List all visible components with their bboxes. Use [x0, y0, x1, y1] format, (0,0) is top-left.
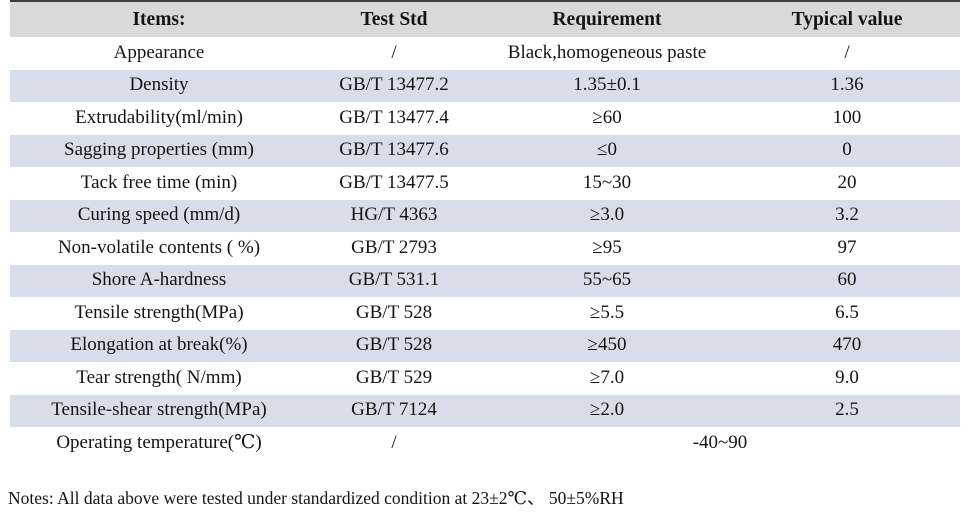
spec-table: Items: Test Std Requirement Typical valu… — [10, 0, 960, 460]
cell-typical: 0 — [842, 139, 852, 161]
table-row: Tensile-shear strength(MPa) GB/T 7124 ≥2… — [10, 394, 960, 427]
table-row: Curing speed (mm/d) HG/T 4363 ≥3.0 3.2 — [10, 199, 960, 232]
cell-item: Density — [129, 74, 189, 96]
table-row: Tack free time (min) GB/T 13477.5 15~30 … — [10, 167, 960, 200]
table-row: Elongation at break(%) GB/T 528 ≥450 470 — [10, 329, 960, 362]
cell-requirement: 55~65 — [582, 269, 632, 291]
cell-typical: 100 — [832, 106, 862, 128]
cell-item: Elongation at break(%) — [70, 334, 248, 356]
notes-text: Notes: All data above were tested under … — [8, 488, 624, 508]
cell-typical: 1.36 — [830, 74, 864, 96]
cell-test-std: GB/T 7124 — [351, 399, 437, 421]
cell-test-std: / — [391, 431, 397, 453]
cell-typical: 9.0 — [835, 366, 859, 388]
cell-typical: 97 — [837, 236, 857, 258]
cell-typical: 3.2 — [835, 204, 859, 226]
cell-item: Tear strength( N/mm) — [76, 366, 242, 388]
cell-requirement: ≥95 — [592, 236, 622, 258]
cell-requirement: 1.35±0.1 — [573, 74, 641, 96]
cell-typical: 60 — [837, 269, 857, 291]
header-typical-value: Typical value — [791, 8, 903, 30]
cell-item: Tensile strength(MPa) — [74, 301, 244, 323]
header-requirement: Requirement — [552, 8, 662, 30]
cell-test-std: GB/T 13477.2 — [339, 74, 449, 96]
cell-test-std: GB/T 531.1 — [348, 269, 440, 291]
header-items: Items: — [132, 8, 186, 30]
cell-test-std: GB/T 528 — [355, 334, 433, 356]
cell-item: Extrudability(ml/min) — [75, 106, 243, 128]
cell-test-std: GB/T 13477.6 — [339, 139, 449, 161]
cell-test-std: GB/T 528 — [355, 301, 433, 323]
cell-requirement: Black,homogeneous paste — [507, 41, 707, 63]
cell-test-std: GB/T 13477.5 — [339, 171, 449, 193]
table-row: Sagging properties (mm) GB/T 13477.6 ≤0 … — [10, 134, 960, 167]
cell-typical: / — [844, 41, 850, 63]
cell-item: Shore A-hardness — [91, 269, 227, 291]
cell-item: Curing speed (mm/d) — [77, 204, 241, 226]
cell-typical: 20 — [837, 171, 857, 193]
cell-item: Non-volatile contents ( %) — [57, 236, 261, 258]
table-row: Appearance / Black,homogeneous paste / — [10, 37, 960, 70]
cell-requirement: ≤0 — [597, 139, 617, 161]
table-row: Extrudability(ml/min) GB/T 13477.4 ≥60 1… — [10, 102, 960, 135]
cell-typical: 470 — [832, 334, 862, 356]
table-row: Tear strength( N/mm) GB/T 529 ≥7.0 9.0 — [10, 362, 960, 395]
header-test-std: Test Std — [360, 8, 428, 30]
table-row: Non-volatile contents ( %) GB/T 2793 ≥95… — [10, 232, 960, 265]
cell-item: Tack free time (min) — [80, 171, 238, 193]
table-row: Tensile strength(MPa) GB/T 528 ≥5.5 6.5 — [10, 297, 960, 330]
cell-requirement: ≥2.0 — [589, 399, 625, 421]
cell-test-std: GB/T 13477.4 — [339, 106, 449, 128]
cell-requirement: 15~30 — [582, 171, 632, 193]
cell-item: Sagging properties (mm) — [64, 139, 254, 161]
header-row: Items: Test Std Requirement Typical valu… — [10, 1, 960, 37]
cell-typical: 2.5 — [835, 399, 859, 421]
table-row: Shore A-hardness GB/T 531.1 55~65 60 — [10, 264, 960, 297]
cell-item: Tensile-shear strength(MPa) — [51, 399, 267, 421]
cell-test-std: HG/T 4363 — [350, 204, 438, 226]
cell-item: Operating temperature(℃) — [56, 431, 262, 453]
table-row: Operating temperature(℃) / -40~90 — [10, 427, 960, 460]
cell-requirement: ≥450 — [587, 334, 627, 356]
cell-test-std: GB/T 529 — [355, 366, 433, 388]
cell-requirement-merged: -40~90 — [692, 431, 748, 453]
cell-test-std: GB/T 2793 — [351, 236, 437, 258]
table-row: Density GB/T 13477.2 1.35±0.1 1.36 — [10, 69, 960, 102]
cell-test-std: / — [391, 41, 397, 63]
cell-requirement: ≥5.5 — [589, 301, 625, 323]
cell-typical: 6.5 — [835, 301, 859, 323]
cell-requirement: ≥60 — [592, 106, 622, 128]
cell-requirement: ≥7.0 — [589, 366, 625, 388]
cell-requirement: ≥3.0 — [589, 204, 625, 226]
datasheet-page: Items: Test Std Requirement Typical valu… — [8, 0, 960, 508]
cell-item: Appearance — [113, 41, 205, 63]
